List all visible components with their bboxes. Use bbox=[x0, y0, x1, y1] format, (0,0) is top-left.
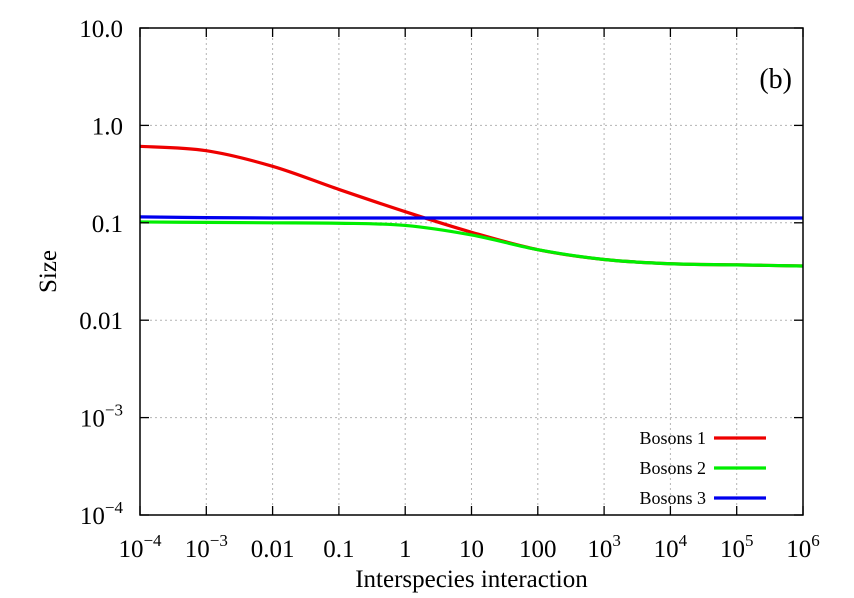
x-tick-label: 100 bbox=[519, 536, 557, 563]
legend-label: Bosons 2 bbox=[639, 458, 706, 478]
y-tick-label: 0.01 bbox=[79, 308, 123, 335]
y-tick-label: 10.0 bbox=[79, 16, 123, 43]
series-line-3 bbox=[139, 215, 804, 220]
y-axis-label: Size bbox=[35, 250, 62, 293]
x-tick-label: 103 bbox=[587, 531, 621, 563]
y-tick-label: 0.1 bbox=[92, 211, 123, 238]
legend-label: Bosons 3 bbox=[639, 488, 706, 508]
series-line-2 bbox=[139, 220, 804, 268]
x-axis-label: Interspecies interaction bbox=[355, 566, 588, 593]
legend-label: Bosons 1 bbox=[639, 428, 706, 448]
y-tick-label: 10−4 bbox=[80, 498, 124, 530]
grid bbox=[140, 28, 803, 515]
tick-marks bbox=[139, 27, 804, 516]
x-tick-label: 0.1 bbox=[323, 536, 354, 563]
x-tick-label: 10 bbox=[459, 536, 484, 563]
x-tick-label: 106 bbox=[786, 531, 820, 563]
panel-label: (b) bbox=[759, 64, 792, 95]
x-tick-label: 0.01 bbox=[251, 536, 295, 563]
y-tick-labels: 10.0 1.0 0.1 0.01 10−3 10−4 bbox=[79, 16, 123, 530]
x-tick-label: 104 bbox=[654, 531, 688, 563]
legend: Bosons 1 Bosons 2 Bosons 3 bbox=[639, 428, 766, 508]
x-tick-label: 10−3 bbox=[185, 531, 228, 563]
x-tick-label: 1 bbox=[399, 536, 412, 563]
series-layer bbox=[139, 144, 804, 268]
x-tick-label: 105 bbox=[720, 531, 754, 563]
y-tick-label: 10−3 bbox=[80, 401, 123, 433]
x-tick-labels: 10−4 10−3 0.01 0.1 1 10 100 103 104 105 106 bbox=[118, 531, 819, 563]
x-tick-label: 10−4 bbox=[118, 531, 162, 563]
y-tick-label: 1.0 bbox=[92, 113, 123, 140]
